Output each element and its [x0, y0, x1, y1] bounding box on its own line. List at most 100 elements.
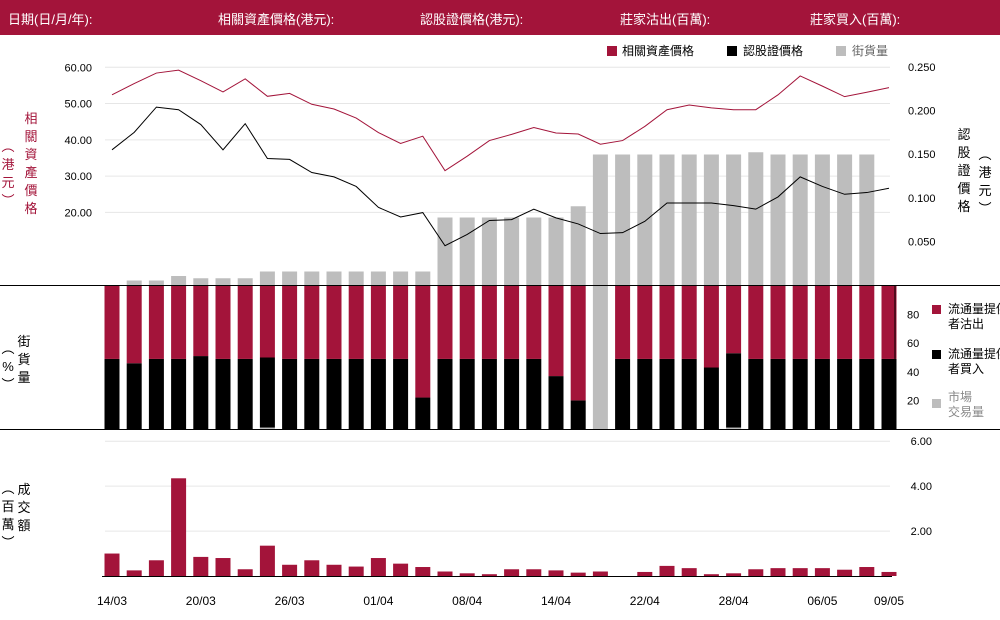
left-axis-unit: ︵ 港元 ︶	[1, 139, 15, 208]
price-left-tick-label: 20.00	[64, 207, 92, 219]
lp-buy-bar	[548, 376, 564, 429]
lp-sell-bar	[459, 286, 475, 359]
lp-buy-bar	[748, 358, 764, 429]
price-right-tick-label: 0.250	[908, 62, 936, 74]
turnover-bar	[237, 569, 253, 576]
market-volume-bar	[592, 286, 608, 429]
turnover-bar	[326, 564, 342, 576]
outstanding-bar	[237, 278, 253, 285]
price-right-tick-label: 0.050	[908, 236, 936, 248]
turnover-bar	[703, 574, 719, 576]
header-date-label: 日期(日/月/年):	[8, 12, 93, 27]
turnover-bar	[659, 565, 675, 576]
lp-sell-bar	[126, 286, 142, 364]
outstanding-bar	[592, 154, 608, 285]
turnover-bar	[504, 569, 520, 576]
lp-buy-bar	[726, 353, 742, 428]
x-tick-label: 01/04	[363, 594, 393, 608]
right-axis-unit: ︵ 港元 ︶	[978, 147, 992, 216]
turnover-bar	[304, 560, 320, 576]
lp-buy-bar	[526, 358, 542, 429]
lp-sell-bar	[415, 286, 431, 398]
legend-warrant-label: 認股證價格	[743, 43, 803, 58]
turnover-bar	[171, 478, 187, 576]
lp-sell-bar	[348, 286, 364, 359]
legend-outstanding-swatch	[836, 46, 846, 56]
outstanding-bar	[215, 278, 231, 285]
outstanding-bar	[481, 217, 497, 285]
turnover-bar	[681, 568, 697, 576]
outstanding-bar	[282, 271, 298, 285]
legend-lp-buy-swatch	[932, 350, 941, 359]
lp-sell-bar	[104, 286, 120, 359]
outstanding-bar	[681, 154, 697, 285]
liquidity-tick-label: 40	[907, 367, 919, 379]
turnover-bar	[104, 553, 120, 576]
lp-sell-bar	[370, 286, 386, 359]
liquidity-axis-unit: ︵% ︶	[1, 341, 15, 392]
lp-sell-bar	[304, 286, 320, 359]
legend-asset-label: 相關資產價格	[622, 43, 694, 58]
lp-buy-bar	[859, 358, 875, 429]
x-tick-label: 14/03	[97, 594, 127, 608]
outstanding-bar	[859, 154, 875, 285]
price-left-tick-label: 40.00	[64, 135, 92, 147]
legend-market-label: 交易量	[948, 404, 984, 419]
outstanding-bar	[126, 280, 142, 285]
lp-buy-bar	[304, 358, 320, 429]
turnover-bar	[393, 563, 409, 576]
legend-lp-sell-swatch	[932, 305, 941, 314]
lp-buy-bar	[881, 358, 897, 429]
lp-buy-bar	[792, 358, 808, 429]
lp-sell-bar	[282, 286, 298, 359]
lp-sell-bar	[637, 286, 653, 359]
lp-sell-bar	[792, 286, 808, 359]
lp-sell-bar	[215, 286, 231, 359]
lp-buy-bar	[481, 358, 497, 429]
turnover-bar	[837, 569, 853, 576]
outstanding-bar	[615, 154, 631, 285]
outstanding-bar	[148, 280, 164, 285]
legend-lp-buy-label: 流通量提供	[948, 346, 1000, 361]
lp-buy-bar	[148, 358, 164, 429]
lp-sell-bar	[393, 286, 409, 359]
outstanding-bar	[814, 154, 830, 285]
outstanding-bar	[637, 154, 653, 285]
turnover-bar	[859, 567, 875, 576]
lp-buy-bar	[193, 356, 209, 429]
outstanding-bar	[348, 271, 364, 285]
lp-buy-bar	[570, 400, 586, 429]
turnover-bar	[548, 570, 564, 576]
asset-price-line	[111, 69, 890, 172]
lp-buy-bar	[681, 358, 697, 429]
market-volume-bar	[259, 427, 275, 429]
x-tick-label: 06/05	[807, 594, 837, 608]
price-right-tick-label: 0.100	[908, 193, 936, 205]
lp-sell-bar	[881, 286, 897, 359]
outstanding-bar	[837, 154, 853, 285]
lp-sell-bar	[504, 286, 520, 359]
legend-warrant-swatch	[727, 46, 737, 56]
outstanding-bar	[393, 271, 409, 285]
lp-buy-bar	[370, 358, 386, 429]
turnover-bar	[193, 556, 209, 576]
lp-sell-bar	[837, 286, 853, 359]
warrant-price-line	[111, 106, 890, 247]
turnover-bar	[770, 568, 786, 576]
lp-buy-bar	[171, 358, 187, 429]
turnover-tick-label: 2.00	[911, 526, 932, 538]
outstanding-bar	[570, 206, 586, 285]
lp-sell-bar	[681, 286, 697, 359]
outstanding-bar	[504, 217, 520, 285]
price-left-tick-label: 60.00	[64, 62, 92, 74]
turnover-bar	[437, 571, 453, 576]
price-right-tick-label: 0.150	[908, 149, 936, 161]
x-tick-label: 08/04	[452, 594, 482, 608]
turnover-bar	[459, 573, 475, 576]
lp-sell-bar	[859, 286, 875, 359]
lp-buy-bar	[703, 367, 719, 429]
liquidity-tick-label: 80	[907, 310, 919, 322]
turnover-bar	[126, 570, 142, 576]
legend-outstanding-label: 街貨量	[852, 43, 888, 58]
